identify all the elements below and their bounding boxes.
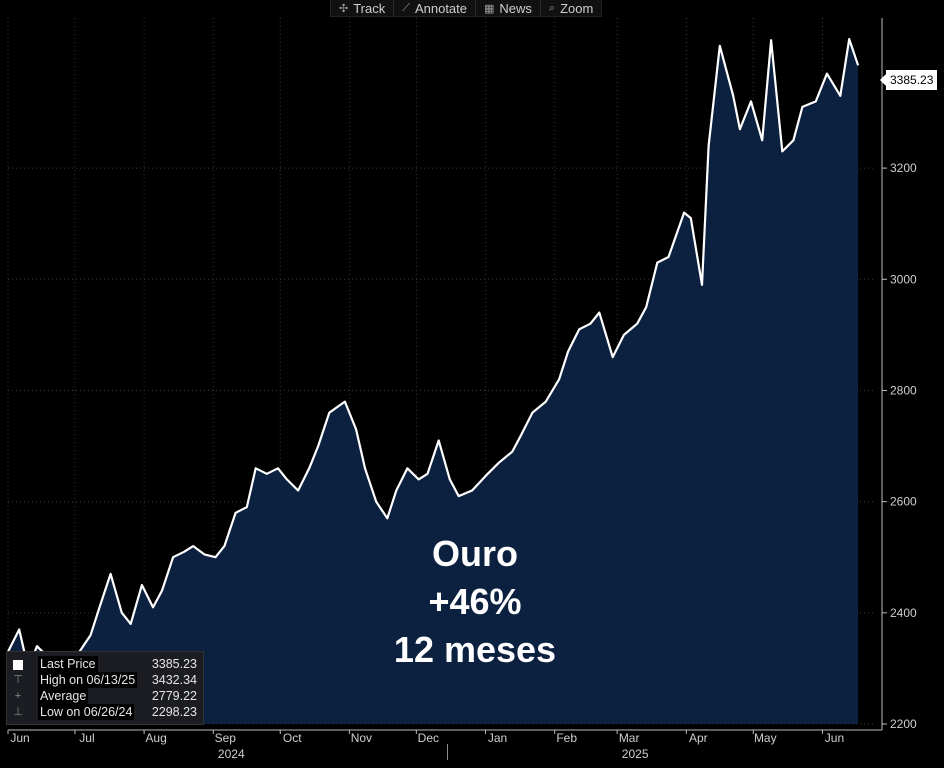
y-tick-label: 2200 bbox=[890, 717, 917, 731]
x-tick-label: Mar bbox=[619, 731, 640, 745]
x-tick-label: Sep bbox=[215, 731, 237, 745]
x-tick-label: Feb bbox=[556, 731, 577, 745]
legend-value: 2779.22 bbox=[151, 689, 197, 703]
magnifier-icon: ⌕ bbox=[548, 1, 556, 14]
legend-value: 2298.23 bbox=[151, 705, 197, 719]
legend-row-average[interactable]: + Average 2779.22 bbox=[7, 688, 203, 704]
chart-toolbar: ✣ Track ⟋ Annotate ▦ News ⌕ Zoom bbox=[330, 0, 603, 17]
last-price-tag: 3385.23 bbox=[879, 70, 938, 90]
annotation-change: +46% bbox=[428, 581, 522, 622]
annotation-asset: Ouro bbox=[432, 533, 518, 574]
x-tick-label: Aug bbox=[145, 731, 166, 745]
legend-label: Low on 06/26/24 bbox=[38, 704, 135, 720]
legend-label: Last Price bbox=[38, 656, 98, 672]
legend-row-last-price[interactable]: Last Price 3385.23 bbox=[7, 656, 203, 672]
pencil-icon: ⟋ bbox=[402, 1, 410, 14]
annotate-label: Annotate bbox=[414, 0, 467, 16]
y-tick-label: 2600 bbox=[890, 495, 917, 509]
x-tick-label: Jul bbox=[79, 731, 94, 745]
x-tick-label: Oct bbox=[283, 731, 302, 745]
year-label: 2024 bbox=[218, 747, 245, 761]
y-tick-label: 2400 bbox=[890, 606, 917, 620]
news-icon: ▦ bbox=[484, 2, 495, 15]
chart-annotation: Ouro +46% 12 meses bbox=[330, 530, 620, 674]
legend-value: 3432.34 bbox=[151, 673, 197, 687]
y-tick-label: 3000 bbox=[890, 272, 917, 286]
legend-value: 3385.23 bbox=[151, 657, 197, 671]
year-label: 2025 bbox=[622, 747, 649, 761]
crosshair-icon: ✣ bbox=[339, 2, 349, 15]
low-marker-icon: ⊥ bbox=[13, 706, 23, 718]
zoom-label: Zoom bbox=[560, 0, 594, 16]
track-label: Track bbox=[353, 0, 386, 16]
high-marker-icon: ⊤ bbox=[13, 674, 23, 686]
price-line bbox=[7, 38, 860, 671]
annotate-button[interactable]: ⟋ Annotate bbox=[394, 0, 476, 16]
track-button[interactable]: ✣ Track bbox=[331, 0, 395, 16]
annotation-period: 12 meses bbox=[393, 629, 557, 670]
x-tick-label: May bbox=[754, 731, 777, 745]
news-button[interactable]: ▦ News bbox=[476, 0, 541, 16]
average-marker-icon: + bbox=[14, 690, 22, 702]
y-tick-label: 3200 bbox=[890, 161, 917, 175]
y-tick-label: 2800 bbox=[890, 383, 917, 397]
legend-box: Last Price 3385.23 ⊤ High on 06/13/25 34… bbox=[6, 651, 204, 725]
legend-row-low[interactable]: ⊥ Low on 06/26/24 2298.23 bbox=[7, 704, 203, 720]
x-tick-label: Dec bbox=[418, 731, 439, 745]
legend-row-high[interactable]: ⊤ High on 06/13/25 3432.34 bbox=[7, 672, 203, 688]
x-tick-label: Nov bbox=[351, 731, 372, 745]
zoom-button[interactable]: ⌕ Zoom bbox=[541, 0, 601, 16]
x-tick-label: Jan bbox=[488, 731, 507, 745]
x-tick-label: Jun bbox=[10, 731, 29, 745]
legend-square-icon bbox=[11, 657, 25, 671]
legend-label: Average bbox=[38, 688, 89, 704]
x-tick-label: Apr bbox=[689, 731, 708, 745]
x-tick-label: Jun bbox=[825, 731, 844, 745]
legend-label: High on 06/13/25 bbox=[38, 672, 138, 688]
news-label: News bbox=[499, 0, 532, 16]
price-area bbox=[8, 39, 859, 725]
